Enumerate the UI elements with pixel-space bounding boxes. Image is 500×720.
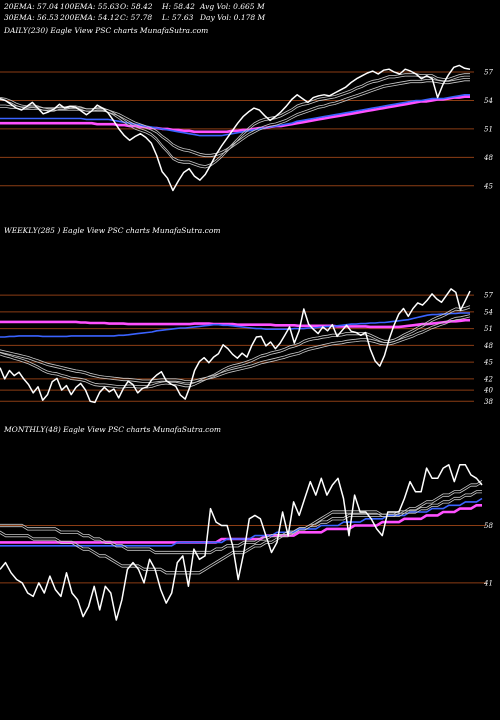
monthly-chart-panel: MONTHLY(48) Eagle View PSC charts Munafa… [0,425,493,621]
ema-20-line [0,480,483,572]
price-line [0,64,471,192]
header-ema30: 30EMA: 56.53 [4,13,59,22]
level-label: 40 [483,387,493,395]
price-line [0,464,483,621]
ema-200-line [0,318,470,329]
header-ema100: 100EMA: 55.63 [60,2,119,11]
ema-30-line [0,316,471,384]
weekly-chart-panel: WEEKLY(285 ) Eagle View PSC charts Munaf… [0,226,493,406]
level-label: 41 [483,579,493,587]
level-label: 48 [483,154,493,162]
panel-title: MONTHLY(48) Eagle View PSC charts Munafa… [3,425,221,434]
ema-20-line [0,307,471,389]
level-label: 58 [484,522,493,530]
level-label: 48 [483,342,493,350]
ema-100-line [0,94,470,137]
ema-200-line [0,95,470,134]
level-label: 45 [483,359,493,367]
daily-chart-panel: DAILY(230) Eagle View PSC charts MunafaS… [0,26,493,192]
level-label: 57 [484,292,493,300]
panel-title: DAILY(230) Eagle View PSC charts MunafaS… [3,26,208,35]
ema-30-line [0,80,470,158]
level-label: 54 [484,97,493,105]
header-close: C: 57.78 [120,13,152,22]
level-label: 54 [484,308,493,316]
ema-100-line [0,312,470,338]
ema-30-line [0,490,482,552]
ema-20-line [0,73,470,166]
header-open: O: 58.42 [120,2,153,11]
header-ema20: 20EMA: 57.04 [3,2,59,11]
level-label: 51 [484,325,493,333]
level-label: 38 [484,398,493,406]
level-label: 42 [483,375,493,383]
panel-title: WEEKLY(285 ) Eagle View PSC charts Munaf… [4,226,221,235]
level-label: 45 [483,182,493,190]
price-line [0,288,471,404]
level-label: 57 [484,69,493,77]
header-high: H: 58.42 [161,2,195,11]
header-low: L: 57.63 [161,13,194,22]
level-label: 51 [484,125,493,133]
ema-20-line [0,305,471,386]
header-ema200: 200EMA: 54.12 [59,13,119,22]
header-day-vol: Day Vol: 0.178 M [199,13,266,22]
header-stats: 20EMA: 57.04 100EMA: 55.63 O: 58.42 H: 5… [3,2,266,22]
header-avg-vol: Avg Vol: 0.665 M [199,2,265,11]
ema-20-line [0,482,483,575]
ema-30-line [0,492,482,555]
